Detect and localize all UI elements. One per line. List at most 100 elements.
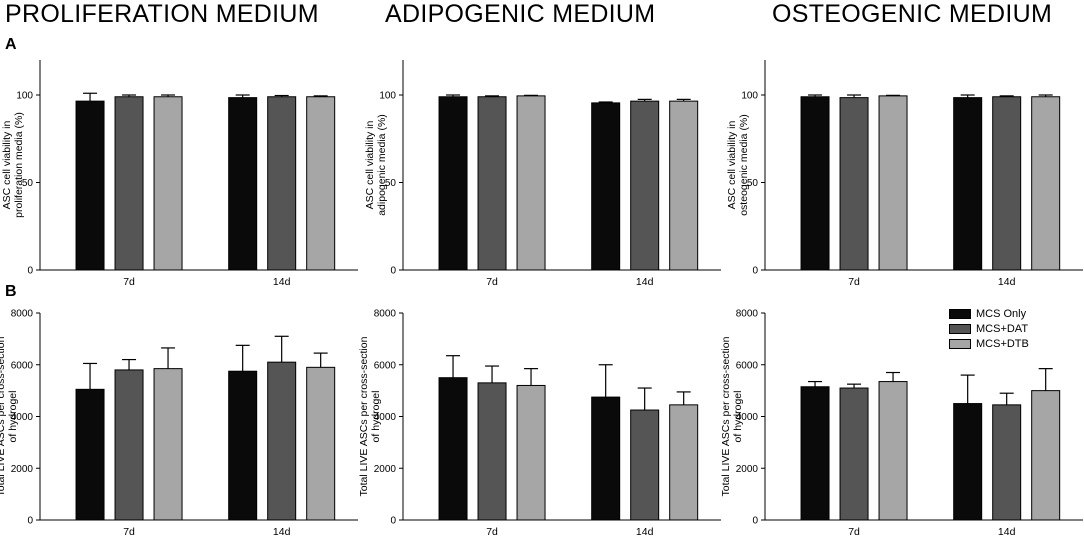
bar-b-proliferation-mcs-only-14d — [228, 370, 258, 521]
y-tick-label-b-adipogenic: 2000 — [374, 464, 397, 475]
y-tick-label-a-osteogenic: 100 — [741, 91, 758, 102]
bar-b-proliferation-mcs-dtb-14d — [306, 366, 336, 521]
y-tick-label-a-proliferation: 100 — [16, 91, 33, 102]
legend-swatch-mcs-dat — [949, 323, 971, 334]
x-tick-label-b-proliferation-14d: 14d — [273, 526, 291, 538]
y-tick-label-b-osteogenic: 4000 — [736, 412, 759, 423]
bar-b-osteogenic-mcs-dtb-7d — [878, 381, 908, 521]
x-tick-label-a-proliferation-14d: 14d — [273, 276, 291, 288]
bar-a-osteogenic-mcs-only-7d — [800, 96, 830, 271]
bar-a-osteogenic-mcs-dat-14d — [992, 96, 1022, 271]
y-tick-label-b-proliferation: 6000 — [11, 360, 34, 371]
x-tick-label-a-osteogenic-14d: 14d — [998, 276, 1016, 288]
column-title-osteogenic: OSTEOGENIC MEDIUM — [772, 0, 1053, 28]
bar-b-adipogenic-mcs-only-7d — [438, 377, 468, 521]
bar-b-proliferation-mcs-dat-7d — [114, 369, 144, 521]
legend-swatch-mcs-only — [949, 308, 971, 319]
y-tick-label-b-adipogenic: 8000 — [374, 309, 397, 320]
bar-b-osteogenic-mcs-dat-7d — [839, 387, 869, 521]
bar-a-adipogenic-mcs-only-14d — [591, 102, 621, 271]
legend-label-mcs-only: MCS Only — [976, 307, 1027, 320]
bar-a-adipogenic-mcs-dtb-7d — [516, 95, 546, 271]
y-axis-label-b-proliferation: Total LIVE ASCs per cross-sectionof hydr… — [0, 336, 19, 496]
y-axis-label-line-b-adipogenic: Total LIVE ASCs per cross-section — [358, 336, 370, 496]
bar-a-osteogenic-mcs-dtb-14d — [1031, 96, 1061, 271]
chart-a-adipogenic: 0 50 100 ASC cell viability inadipogenic me… — [364, 60, 721, 288]
y-tick-label-a-proliferation: 50 — [22, 178, 34, 189]
bar-a-proliferation-mcs-only-14d — [228, 97, 258, 271]
x-tick-label-b-osteogenic-14d: 14d — [998, 526, 1016, 538]
y-axis-label-line-a-adipogenic: ASC cell viability in — [364, 120, 376, 209]
bar-b-proliferation-mcs-only-7d — [75, 388, 105, 521]
y-tick-label-b-osteogenic: 8000 — [736, 309, 759, 320]
bar-b-proliferation-mcs-dat-14d — [267, 361, 297, 521]
bar-a-proliferation-mcs-dat-7d — [114, 96, 144, 271]
column-title-adipogenic: ADIPOGENIC MEDIUM — [385, 0, 656, 28]
chart-b-osteogenic: 0 2000 4000 6000 8000 Total LIVE ASCs per cro… — [720, 309, 1083, 538]
y-tick-label-b-osteogenic: 6000 — [736, 360, 759, 371]
y-tick-label-a-adipogenic: 100 — [379, 91, 396, 102]
bar-a-adipogenic-mcs-only-7d — [438, 96, 468, 271]
chart-a-osteogenic: 0 50 100 ASC cell viability inosteogenic me… — [726, 60, 1083, 288]
bar-b-osteogenic-mcs-only-7d — [800, 386, 830, 521]
chart-a-proliferation: 0 50 100 ASC cell viability inproliferation… — [1, 60, 358, 288]
bar-a-osteogenic-mcs-only-14d — [953, 97, 983, 271]
y-tick-label-b-proliferation: 8000 — [11, 309, 34, 320]
x-tick-label-b-proliferation-7d: 7d — [123, 526, 135, 538]
y-axis-label-line-b-osteogenic: of hydrogel — [732, 391, 744, 443]
legend-item-mcs-only: MCS Only — [949, 306, 1029, 321]
y-tick-label-a-proliferation: 0 — [27, 266, 33, 277]
x-tick-label-a-proliferation-7d: 7d — [123, 276, 135, 288]
y-axis-label-line-b-adipogenic: of hydrogel — [370, 391, 382, 443]
bar-a-osteogenic-mcs-dat-7d — [839, 97, 869, 271]
y-tick-label-b-proliferation: 2000 — [11, 464, 34, 475]
bar-b-osteogenic-mcs-dtb-14d — [1031, 390, 1061, 521]
y-axis-label-a-adipogenic: ASC cell viability inadipogenic media (%… — [364, 114, 388, 216]
x-tick-label-a-osteogenic-7d: 7d — [848, 276, 860, 288]
legend-item-mcs-dat: MCS+DAT — [949, 321, 1029, 336]
x-tick-label-b-adipogenic-14d: 14d — [636, 526, 654, 538]
x-tick-label-a-adipogenic-7d: 7d — [486, 276, 498, 288]
y-axis-label-line-a-adipogenic: adipogenic media (%) — [376, 114, 388, 216]
y-axis-label-line-a-proliferation: ASC cell viability in — [1, 120, 13, 209]
y-tick-label-b-osteogenic: 0 — [752, 516, 758, 527]
bar-b-adipogenic-mcs-dtb-7d — [516, 384, 546, 521]
bar-b-adipogenic-mcs-dat-7d — [477, 382, 507, 521]
bar-b-adipogenic-mcs-dat-14d — [630, 409, 660, 521]
y-tick-label-a-osteogenic: 0 — [752, 266, 758, 277]
bar-a-adipogenic-mcs-dat-7d — [477, 96, 507, 271]
y-tick-label-a-adipogenic: 50 — [385, 178, 397, 189]
bar-a-proliferation-mcs-dtb-7d — [153, 96, 183, 271]
y-tick-label-b-proliferation: 0 — [27, 516, 33, 527]
y-axis-label-line-b-osteogenic: Total LIVE ASCs per cross-section — [720, 336, 732, 496]
y-axis-label-a-proliferation: ASC cell viability inproliferation media… — [1, 112, 25, 218]
y-axis-label-b-adipogenic: Total LIVE ASCs per cross-sectionof hydr… — [358, 336, 382, 496]
y-axis-label-line-a-proliferation: proliferation media (%) — [13, 112, 25, 218]
y-tick-label-b-osteogenic: 2000 — [736, 464, 759, 475]
y-tick-label-a-adipogenic: 0 — [390, 266, 396, 277]
bar-b-osteogenic-mcs-only-14d — [953, 403, 983, 521]
chart-b-proliferation: 0 2000 4000 6000 8000 Total LIVE ASCs per cro… — [0, 309, 358, 538]
y-tick-label-b-adipogenic: 4000 — [374, 412, 397, 423]
y-axis-label-line-b-proliferation: Total LIVE ASCs per cross-section — [0, 336, 7, 496]
y-axis-label-a-osteogenic: ASC cell viability inosteogenic media (%… — [726, 114, 750, 216]
bar-b-adipogenic-mcs-dtb-14d — [669, 404, 699, 521]
bar-a-osteogenic-mcs-dtb-7d — [878, 95, 908, 271]
bar-a-adipogenic-mcs-dtb-14d — [669, 100, 699, 271]
bar-b-proliferation-mcs-dtb-7d — [153, 368, 183, 521]
y-tick-label-b-proliferation: 4000 — [11, 412, 34, 423]
legend-swatch-mcs-dtb — [949, 338, 971, 349]
y-axis-label-b-osteogenic: Total LIVE ASCs per cross-sectionof hydr… — [720, 336, 744, 496]
x-tick-label-b-adipogenic-7d: 7d — [486, 526, 498, 538]
legend-label-mcs-dat: MCS+DAT — [976, 322, 1029, 335]
bar-a-proliferation-mcs-only-7d — [75, 100, 105, 271]
y-tick-label-b-adipogenic: 6000 — [374, 360, 397, 371]
bar-a-adipogenic-mcs-dat-14d — [630, 100, 660, 271]
y-axis-label-line-a-osteogenic: osteogenic media (%) — [738, 114, 750, 216]
bar-a-proliferation-mcs-dtb-14d — [306, 96, 336, 271]
y-tick-label-b-adipogenic: 0 — [390, 516, 396, 527]
y-tick-label-a-osteogenic: 50 — [747, 178, 759, 189]
bar-a-proliferation-mcs-dat-14d — [267, 96, 297, 271]
x-tick-label-b-osteogenic-7d: 7d — [848, 526, 860, 538]
